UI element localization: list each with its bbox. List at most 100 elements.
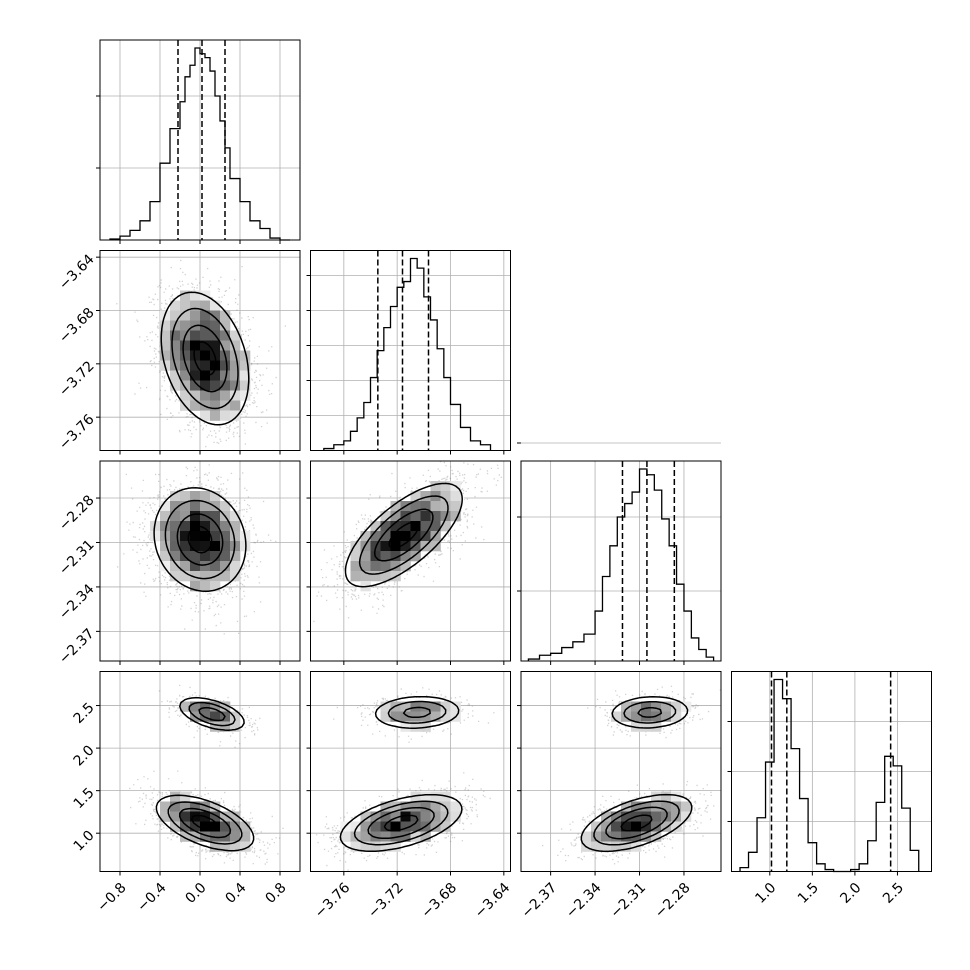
hist2d-cell: [360, 561, 371, 572]
hist2d-cell: [180, 380, 191, 391]
x-tick-label: −2.37: [519, 880, 561, 922]
hist2d-cell: [360, 821, 371, 832]
hist2d-cell: [220, 721, 231, 732]
hist2d-cell: [360, 811, 371, 822]
hist2d-cell: [180, 821, 191, 832]
y-tick-label: −2.34: [56, 581, 98, 623]
hist2d-cell: [420, 791, 431, 802]
hist2d-cell: [390, 531, 401, 542]
hist2d-cell: [180, 501, 191, 512]
hist2d-cell: [390, 501, 401, 512]
hist2d-cell: [230, 340, 241, 351]
hist2d-cell: [591, 831, 602, 842]
hist2d-cell: [631, 821, 642, 832]
hist2d-cell: [400, 521, 411, 532]
hist2d-cell: [160, 340, 171, 351]
hist2d-cell: [170, 511, 181, 522]
hist2d-cell: [380, 711, 391, 722]
hist2d-cell: [170, 330, 181, 341]
hist2d-cell: [190, 801, 201, 812]
hist2d-cell: [180, 801, 191, 812]
hist2d-cell: [230, 551, 241, 562]
hist2d-cell: [190, 491, 201, 502]
hist2d-cell: [420, 491, 431, 502]
hist2d-cell: [400, 811, 411, 822]
hist2d-cell: [430, 811, 441, 822]
histogram-frame-2: [520, 460, 722, 662]
x-tick-label: −0.8: [94, 880, 129, 915]
hist2d-cell: [160, 320, 171, 331]
hist2d-cell: [220, 501, 231, 512]
hist2d-cell: [380, 551, 391, 562]
x-tick-label: 0.0: [183, 880, 210, 907]
x-tick-label: −3.64: [472, 880, 514, 922]
hist2d-cell: [230, 811, 241, 822]
hist2d-cell: [240, 380, 251, 391]
hist2d-cell: [200, 571, 211, 582]
hist2d-cell: [400, 541, 411, 552]
hist2d-cell: [410, 821, 421, 832]
hist2d-cell: [671, 811, 682, 822]
hist2d-cell: [230, 821, 241, 832]
hist2d-cell: [210, 801, 221, 812]
hist2d-cell: [661, 791, 672, 802]
hist2d-cell: [611, 811, 622, 822]
hist2d-cell: [450, 701, 461, 712]
hist2d-cell: [190, 370, 201, 381]
hist2d-cell: [400, 531, 411, 542]
pair-panel-3-2: [542, 685, 721, 865]
hist2d-cell: [190, 571, 201, 582]
contour-level-0: [383, 814, 419, 832]
hist2d-cell: [621, 841, 632, 852]
hist2d-cell: [631, 701, 642, 712]
hist2d-cell: [350, 571, 361, 582]
hist2d-cell: [380, 561, 391, 572]
contour-level-1: [182, 324, 228, 393]
x-tick-label: −3.68: [418, 880, 460, 922]
y-tick-label: 2.5: [71, 700, 98, 727]
hist2d-cell: [611, 841, 622, 852]
hist2d-cell: [440, 521, 451, 532]
hist2d-cell: [370, 821, 381, 832]
pair-frame-3-2: [520, 671, 722, 872]
hist2d-cell: [621, 701, 632, 712]
y-tick-label: 1.0: [71, 828, 98, 855]
hist2d-cell: [240, 390, 251, 401]
hist2d-cell: [180, 511, 191, 522]
hist2d-cell: [210, 561, 221, 572]
y-tick-label: −3.64: [56, 251, 98, 293]
hist2d-cell: [160, 501, 171, 512]
hist2d-cell: [420, 811, 431, 822]
hist2d-cell: [180, 531, 191, 542]
hist2d-cell: [170, 561, 181, 572]
hist2d-cell: [671, 821, 682, 832]
hist2d-cell: [170, 791, 181, 802]
hist2d-cell: [210, 521, 221, 532]
histogram-frame-3: [731, 671, 932, 872]
hist2d-cell: [430, 521, 441, 532]
x-tick-label: −2.31: [607, 880, 649, 922]
hist2d-cell: [220, 370, 231, 381]
contour-level-2: [593, 700, 680, 846]
hist2d-cell: [240, 370, 251, 381]
hist2d-cell: [170, 340, 181, 351]
hist2d-cell: [220, 841, 231, 852]
hist2d-cell: [641, 721, 652, 732]
hist2d-cell: [230, 721, 241, 732]
hist2d-cell: [230, 410, 241, 421]
contour-level-3: [160, 291, 250, 426]
hist2d-cell: [220, 531, 231, 542]
hist2d-cell: [220, 551, 231, 562]
hist2d-cell: [621, 811, 632, 822]
hist2d-cell: [230, 521, 241, 532]
hist2d-cell: [170, 370, 181, 381]
hist2d-cell: [200, 501, 211, 512]
hist2d-cell: [170, 541, 181, 552]
hist2d-cell: [410, 801, 421, 812]
x-tick-label: −2.34: [563, 880, 605, 922]
hist2d-cell: [190, 350, 201, 361]
hist2d-cell: [230, 350, 241, 361]
hist2d-cell: [180, 701, 191, 712]
hist2d-cell: [200, 350, 211, 361]
hist2d-cell: [420, 531, 431, 542]
